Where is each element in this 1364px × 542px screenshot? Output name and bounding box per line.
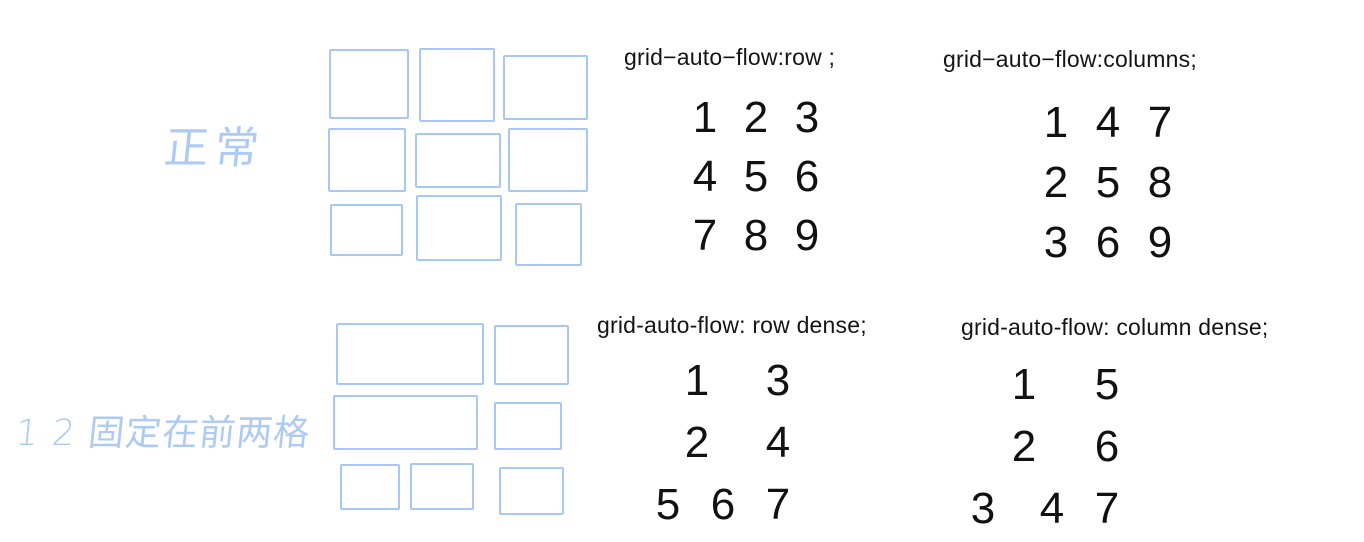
grid-number: 7	[765, 480, 791, 529]
sketch-cell	[336, 323, 484, 385]
sketch-cell	[410, 463, 474, 510]
sketch-cell	[508, 128, 588, 192]
sketch-cell	[499, 467, 564, 515]
grid-number: 1	[684, 356, 710, 405]
grid-number: 5	[1095, 158, 1121, 207]
sketch-cell	[494, 325, 569, 385]
grid-number: 4	[1039, 484, 1065, 533]
grid-number: 8	[743, 211, 769, 260]
grid-number: 7	[1147, 98, 1173, 147]
handwritten-label-fixed-first-two: 1 2 固定在前两格	[13, 413, 313, 454]
caption-column-dense: grid-auto-flow: column dense;	[961, 314, 1269, 340]
sketch-cell	[330, 204, 403, 256]
grid-number: 7	[1094, 484, 1120, 533]
grid-number: 5	[743, 152, 769, 201]
grid-number: 9	[1147, 218, 1173, 267]
sketch-cell	[419, 48, 495, 122]
grid-number: 4	[765, 418, 791, 467]
caption-row-dense: grid-auto-flow: row dense;	[597, 312, 867, 338]
grid-number: 7	[692, 211, 718, 260]
grid-number: 3	[970, 484, 996, 533]
grid-number: 6	[794, 152, 820, 201]
sketch-cell	[340, 464, 400, 510]
caption-columns: grid−auto−flow:columns;	[943, 46, 1197, 72]
grid-number: 4	[1095, 98, 1121, 147]
grid-number: 3	[765, 356, 791, 405]
grid-number: 3	[1043, 218, 1069, 267]
grid-number: 5	[655, 480, 681, 529]
sketch-cell	[329, 49, 409, 119]
sketch-cell	[415, 133, 501, 188]
sketch-cell	[416, 195, 502, 261]
grid-number: 9	[794, 211, 820, 260]
grid-number: 1	[692, 93, 718, 142]
handwritten-label-normal: 正常	[161, 123, 268, 174]
grid-number: 6	[1094, 422, 1120, 471]
sketch-cell	[494, 402, 562, 450]
grid-number: 2	[743, 93, 769, 142]
sketch-cell	[503, 55, 588, 120]
grid-number: 8	[1147, 158, 1173, 207]
grid-number: 3	[794, 93, 820, 142]
grid-number: 6	[1095, 218, 1121, 267]
grid-number: 1	[1043, 98, 1069, 147]
sketch-cell	[515, 203, 582, 266]
grid-number: 2	[1011, 422, 1037, 471]
sketch-cell	[328, 128, 406, 192]
caption-row: grid−auto−flow:row ;	[624, 44, 836, 70]
grid-number: 6	[710, 480, 736, 529]
grid-number: 5	[1094, 360, 1120, 409]
grid-number: 1	[1011, 360, 1037, 409]
grid-number: 2	[1043, 158, 1069, 207]
grid-number: 4	[692, 152, 718, 201]
grid-number: 2	[684, 418, 710, 467]
sketch-cell	[333, 395, 478, 450]
